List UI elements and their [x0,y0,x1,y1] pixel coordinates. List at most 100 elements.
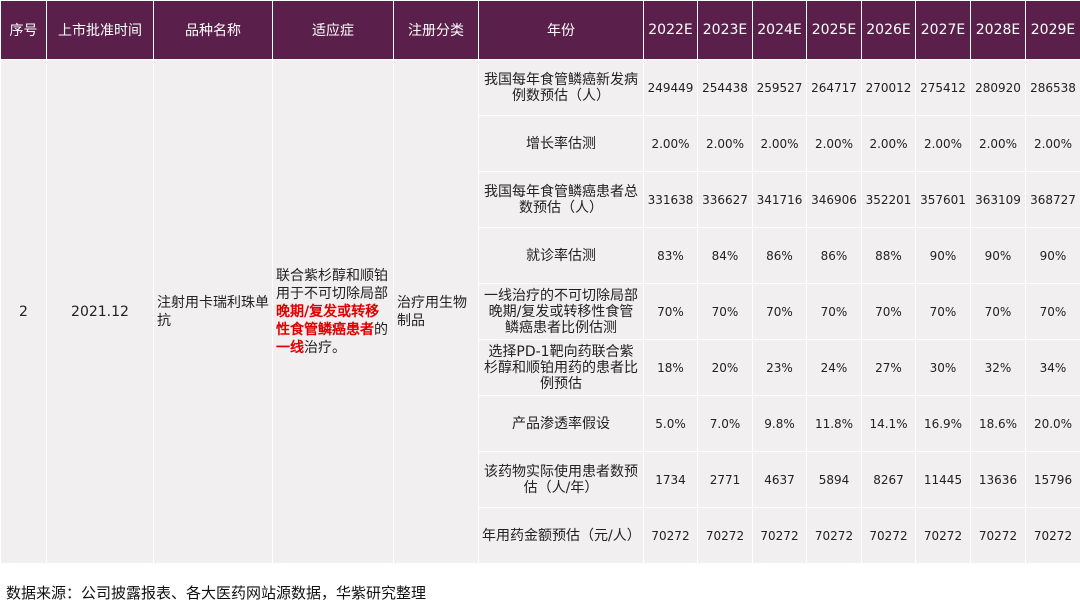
table-row: 年用药金额预估（元/人） 70272 70272 70272 70272 70272 702… [1,507,1080,564]
metric-value: 270012 [861,59,916,116]
metric-value: 23% [752,339,807,396]
metric-value: 2.00% [752,115,807,172]
metric-value: 2.00% [1025,115,1080,172]
metric-value: 70% [861,283,916,340]
column-header: 2025E [806,0,862,60]
metric-value: 70% [915,283,971,340]
table-row: 选择PD-1靶向药联合紫杉醇和顺铂用药的患者比例预估 18% 20% 23% 24% 27… [1,339,1080,396]
table-row: 一线治疗的不可切除局部晚期/复发或转移性食管鳞癌患者比例估测 70% 70% 70% 7… [1,283,1080,340]
metric-value: 70272 [697,507,753,564]
metric-value: 27% [861,339,916,396]
column-header: 年份 [478,0,644,60]
metric-value: 7.0% [697,395,753,452]
text-segment: 的 [374,321,388,338]
metric-value: 70% [970,283,1026,340]
metric-value: 16.9% [915,395,971,452]
column-header: 序号 [0,0,47,60]
metric-label: 就诊率估测 [478,227,644,284]
table-body: 2 2021.12 注射用卡瑞利珠单抗 联合紫杉醇和顺铂用于不可切除局部晚期/复发或转… [0,59,1080,564]
column-header: 2029E [1025,0,1080,60]
text-segment: 联合紫杉醇和顺铂用于不可切除局部 [276,267,388,302]
column-header: 2022E [643,0,698,60]
metric-value: 352201 [861,171,916,228]
metric-value: 14.1% [861,395,916,452]
metric-value: 34% [1025,339,1080,396]
metric-value: 346906 [806,171,862,228]
metric-value: 70% [1025,283,1080,340]
metric-value: 86% [752,227,807,284]
metric-value: 254438 [697,59,753,116]
metric-value: 90% [1025,227,1080,284]
metric-label: 一线治疗的不可切除局部晚期/复发或转移性食管鳞癌患者比例估测 [478,283,644,340]
metric-value: 368727 [1025,171,1080,228]
emphasized-text: 晚期/复发或转移性食管鳞癌患者 [276,303,380,338]
table-row: 2 2021.12 注射用卡瑞利珠单抗 联合紫杉醇和顺铂用于不可切除局部晚期/复发或转… [0,59,1080,564]
metric-value: 70% [752,283,807,340]
metric-value: 86% [806,227,862,284]
metric-value: 70272 [643,507,698,564]
column-header: 适应症 [272,0,394,60]
metric-value: 11445 [915,451,971,508]
column-header: 2026E [861,0,916,60]
metric-value: 30% [915,339,971,396]
metric-value: 84% [697,227,753,284]
metric-label: 增长率估测 [478,115,644,172]
metric-value: 2.00% [970,115,1026,172]
table-row: 增长率估测 2.00% 2.00% 2.00% 2.00% 2.00% 2.00% 2.00%… [1,115,1080,172]
column-header: 2024E [752,0,807,60]
column-header: 2027E [915,0,971,60]
emphasized-text: 一线 [276,339,304,356]
metric-value: 2.00% [697,115,753,172]
metric-value: 280920 [970,59,1026,116]
metric-value: 2.00% [643,115,698,172]
metric-value: 20.0% [1025,395,1080,452]
metric-value: 90% [970,227,1026,284]
metric-label: 产品渗透率假设 [478,395,644,452]
table-row: 就诊率估测 83% 84% 86% 86% 88% 90% 90% 90% [1,227,1080,284]
name-cell: 注射用卡瑞利珠单抗 [153,59,273,564]
metric-value: 2.00% [861,115,916,172]
column-header: 2023E [697,0,753,60]
metric-value: 24% [806,339,862,396]
metric-value: 331638 [643,171,698,228]
metric-label: 我国每年食管鳞癌新发病例数预估（人） [478,59,644,116]
column-header: 2028E [970,0,1026,60]
metric-value: 18% [643,339,698,396]
metric-value: 11.8% [806,395,862,452]
metric-value: 9.8% [752,395,807,452]
header-row: 序号 上市批准时间 品种名称 适应症 注册分类 年份 2022E 2023E 2024E 2025… [0,0,1080,60]
metric-value: 2.00% [806,115,862,172]
table-row: 我国每年食管鳞癌患者总数预估（人） 331638 336627 341716 34690… [1,171,1080,228]
category-cell: 治疗用生物制品 [393,59,479,564]
date-cell: 2021.12 [46,59,154,564]
metric-value: 286538 [1025,59,1080,116]
metric-value: 18.6% [970,395,1026,452]
metric-value: 32% [970,339,1026,396]
seq-cell: 2 [0,59,47,564]
metric-value: 2771 [697,451,753,508]
metric-value: 70272 [752,507,807,564]
metric-value: 90% [915,227,971,284]
metric-value: 83% [643,227,698,284]
metric-value: 8267 [861,451,916,508]
metric-label: 选择PD-1靶向药联合紫杉醇和顺铂用药的患者比例预估 [478,339,644,396]
metric-label: 该药物实际使用患者数预估（人/年） [478,451,644,508]
metric-label: 我国每年食管鳞癌患者总数预估（人） [478,171,644,228]
metric-value: 70272 [915,507,971,564]
metric-value: 363109 [970,171,1026,228]
metric-value: 70272 [1025,507,1080,564]
data-table: 序号 上市批准时间 品种名称 适应症 注册分类 年份 2022E 2023E 2024E 2025… [0,0,1080,564]
metric-value: 357601 [915,171,971,228]
column-header: 品种名称 [153,0,273,60]
metric-value: 15796 [1025,451,1080,508]
metric-value: 4637 [752,451,807,508]
source-note: 数据来源：公司披露报表、各大医药网站源数据，华紫研究整理 [6,584,427,602]
indication-cell: 联合紫杉醇和顺铂用于不可切除局部晚期/复发或转移性食管鳞癌患者的一线治疗。 [272,59,394,564]
metric-value: 5894 [806,451,862,508]
metric-value: 70272 [806,507,862,564]
table-row: 该药物实际使用患者数预估（人/年） 1734 2771 4637 5894 8267 114… [1,451,1080,508]
metric-value: 5.0% [643,395,698,452]
metric-label: 年用药金额预估（元/人） [478,507,644,564]
metric-value: 275412 [915,59,971,116]
